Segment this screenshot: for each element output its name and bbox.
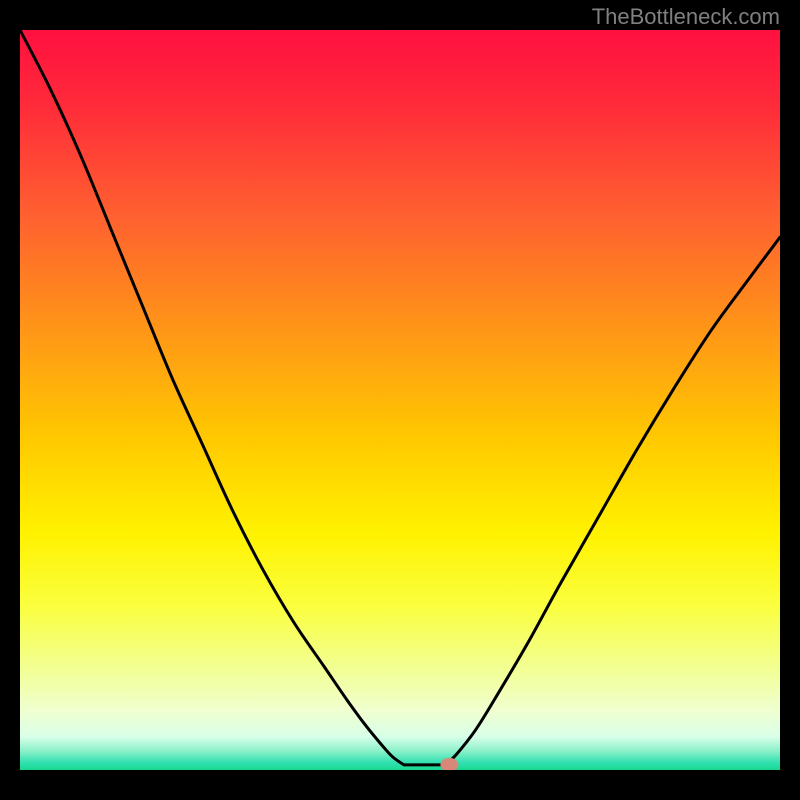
plot-area xyxy=(20,30,780,770)
plot-svg xyxy=(20,30,780,770)
watermark-text: TheBottleneck.com xyxy=(592,4,780,30)
